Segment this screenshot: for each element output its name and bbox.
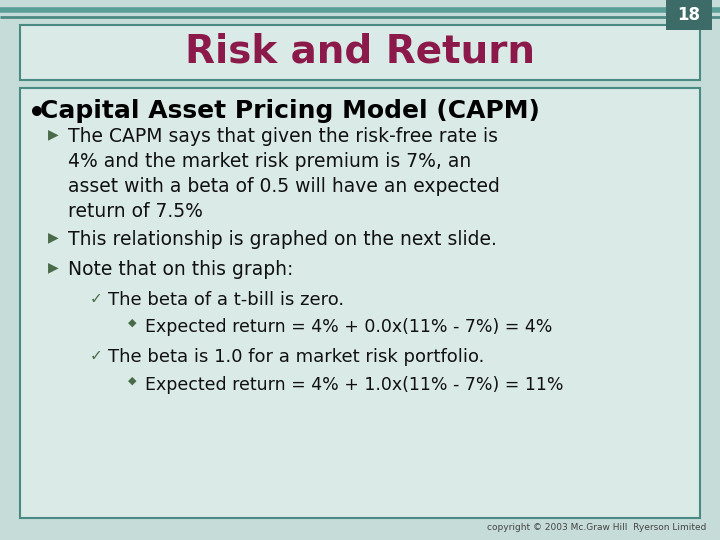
Text: Expected return = 4% + 0.0x(11% - 7%) = 4%: Expected return = 4% + 0.0x(11% - 7%) = … xyxy=(145,318,552,336)
Text: Note that on this graph:: Note that on this graph: xyxy=(68,260,293,279)
Text: The CAPM says that given the risk-free rate is
4% and the market risk premium is: The CAPM says that given the risk-free r… xyxy=(68,127,500,221)
Text: Expected return = 4% + 1.0x(11% - 7%) = 11%: Expected return = 4% + 1.0x(11% - 7%) = … xyxy=(145,376,564,394)
FancyBboxPatch shape xyxy=(20,25,700,80)
Text: ▶: ▶ xyxy=(48,127,58,141)
Text: Capital Asset Pricing Model (CAPM): Capital Asset Pricing Model (CAPM) xyxy=(40,99,540,123)
Text: ▶: ▶ xyxy=(48,230,58,244)
FancyBboxPatch shape xyxy=(666,0,712,30)
Text: The beta of a t-bill is zero.: The beta of a t-bill is zero. xyxy=(108,291,344,309)
Text: ◆: ◆ xyxy=(128,318,137,328)
Text: ✓: ✓ xyxy=(90,348,103,363)
Text: Risk and Return: Risk and Return xyxy=(185,32,535,71)
FancyBboxPatch shape xyxy=(20,88,700,518)
Text: •: • xyxy=(28,100,46,128)
Text: ◆: ◆ xyxy=(128,376,137,386)
Text: This relationship is graphed on the next slide.: This relationship is graphed on the next… xyxy=(68,230,497,249)
Text: ✓: ✓ xyxy=(90,291,103,306)
Text: copyright © 2003 Mc.Graw Hill  Ryerson Limited: copyright © 2003 Mc.Graw Hill Ryerson Li… xyxy=(487,523,706,532)
Text: ▶: ▶ xyxy=(48,260,58,274)
Text: 18: 18 xyxy=(678,6,701,24)
Text: The beta is 1.0 for a market risk portfolio.: The beta is 1.0 for a market risk portfo… xyxy=(108,348,485,366)
